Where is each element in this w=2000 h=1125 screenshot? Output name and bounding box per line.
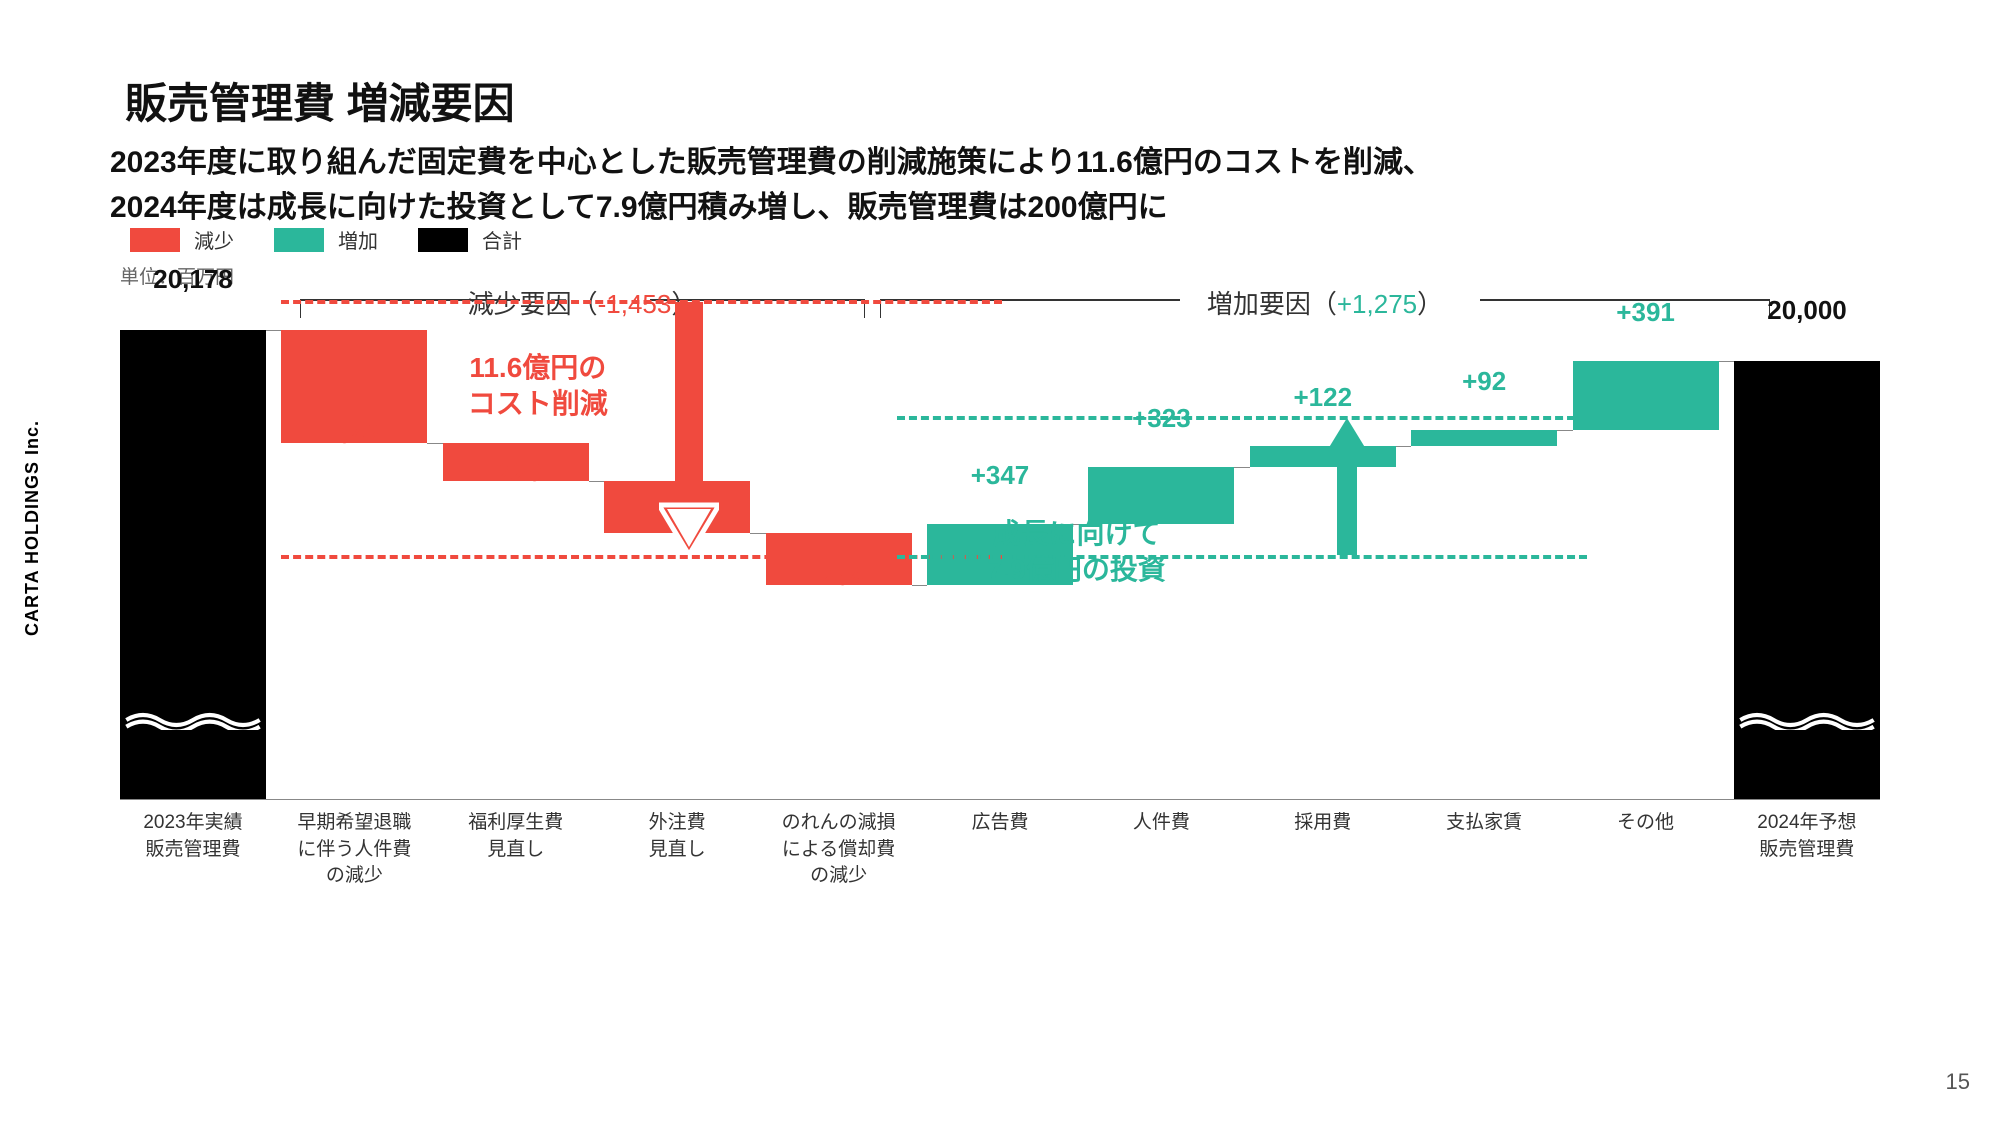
- page-number: 15: [1946, 1069, 1970, 1095]
- dash-line-top: [281, 300, 1001, 304]
- connector: [750, 533, 765, 534]
- x-label-9: その他: [1565, 810, 1726, 890]
- page-subtitle: 2023年度に取り組んだ固定費を中心とした販売管理費の削減施策により11.6億円…: [110, 140, 1433, 230]
- bar-label-b9: +391: [1563, 297, 1729, 328]
- wavy-cut-right: [1728, 710, 1886, 730]
- bar-label-b5: +347: [917, 460, 1083, 491]
- up-arrow-icon: [1325, 418, 1369, 555]
- connector: [589, 481, 604, 482]
- bar-label-b1: -642: [271, 419, 437, 450]
- dash-line-inc-top: [897, 416, 1587, 420]
- x-label-5: 広告費: [919, 810, 1080, 890]
- company-label: CARTA HOLDINGS Inc.: [22, 420, 43, 636]
- connector: [427, 443, 442, 444]
- x-label-6: 人件費: [1081, 810, 1242, 890]
- x-label-1: 早期希望退職 に伴う人件費 の減少: [274, 810, 435, 890]
- x-label-0: 2023年実績 販売管理費: [112, 810, 273, 890]
- wavy-cut-left: [114, 710, 272, 730]
- connector: [1719, 361, 1734, 362]
- bar-b8: [1411, 430, 1557, 446]
- connector: [912, 585, 927, 586]
- bar-label-end: 20,000: [1724, 295, 1890, 326]
- x-label-2: 福利厚生費 見直し: [435, 810, 596, 890]
- connector: [1396, 446, 1411, 447]
- bar-b9: [1573, 361, 1719, 430]
- connector: [266, 330, 281, 331]
- connector: [1557, 430, 1572, 431]
- bar-label-b8: +92: [1401, 366, 1567, 397]
- bar-label-b7: +122: [1240, 382, 1406, 413]
- bar-label-b2: -220: [433, 457, 599, 488]
- x-label-8: 支払家賃: [1403, 810, 1564, 890]
- legend-decrease: 減少: [130, 225, 234, 254]
- investment-callout: 成長に向けて 7.9億円の投資: [987, 516, 1166, 589]
- page-title: 販売管理費 増減要因: [125, 70, 515, 131]
- legend-total: 合計: [418, 225, 522, 254]
- bar-end: [1734, 361, 1880, 800]
- legend: 減少 増加 合計: [130, 225, 522, 254]
- dash-line-bottom: [281, 555, 1001, 559]
- connector: [1234, 467, 1249, 468]
- x-label-7: 採用費: [1242, 810, 1403, 890]
- cost-cut-callout: 11.6億円の コスト削減: [468, 350, 608, 423]
- down-arrow-icon: [659, 302, 719, 555]
- bar-label-b4: -294: [756, 561, 922, 592]
- bar-b7: [1250, 446, 1396, 467]
- x-label-3: 外注費 見直し: [596, 810, 757, 890]
- x-label-4: のれんの減損 による償却費 の減少: [758, 810, 919, 890]
- x-label-10: 2024年予想 販売管理費: [1726, 810, 1887, 890]
- bar-label-start: 20,178: [110, 264, 276, 295]
- legend-increase: 増加: [274, 225, 378, 254]
- x-axis-labels: 2023年実績 販売管理費早期希望退職 に伴う人件費 の減少福利厚生費 見直し外…: [120, 810, 1880, 890]
